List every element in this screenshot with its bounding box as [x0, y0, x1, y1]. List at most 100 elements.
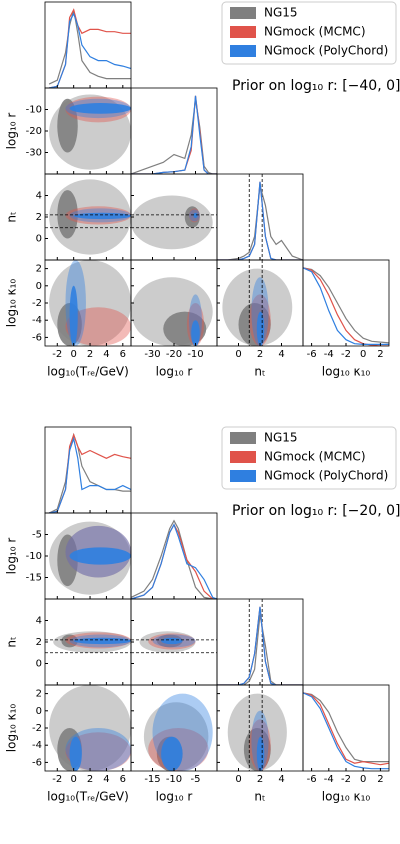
x-tick-label: 2 — [257, 774, 263, 785]
x-tick-label: 6 — [120, 349, 126, 360]
x-tick-label: -20 — [166, 349, 182, 360]
marginal-curve — [303, 692, 389, 770]
x-tick-label: 0 — [235, 774, 241, 785]
y-tick-label: -2 — [32, 298, 42, 309]
marginal-curve — [217, 181, 303, 260]
x-tick-label: 4 — [278, 349, 284, 360]
x-axis-label: nₜ — [254, 790, 265, 804]
marginal-curve — [303, 267, 389, 344]
contour — [193, 212, 198, 219]
legend-swatch — [230, 26, 256, 38]
x-axis-label: log₁₀ r — [156, 365, 193, 379]
x-tick-label: -5 — [191, 774, 201, 785]
marginal-curve — [131, 99, 217, 174]
x-tick-label: -2 — [52, 349, 62, 360]
marginal-curve — [48, 9, 131, 85]
y-tick-label: 2 — [36, 637, 42, 648]
x-tick-label: -4 — [324, 774, 334, 785]
x-tick-label: -10 — [187, 349, 203, 360]
contour — [57, 98, 78, 153]
contour — [161, 637, 183, 645]
marginal-curve — [131, 523, 217, 599]
y-tick-label: -10 — [26, 105, 42, 116]
x-tick-label: -2 — [341, 349, 351, 360]
panel-frame — [44, 1, 132, 89]
x-tick-label: 4 — [103, 774, 109, 785]
marginal-curve — [217, 185, 303, 260]
x-tick-label: 4 — [278, 774, 284, 785]
y-tick-label: -30 — [26, 148, 42, 159]
marginal-curve — [217, 606, 303, 685]
marginal-curve — [131, 519, 217, 599]
y-tick-label: 0 — [36, 234, 42, 245]
contour — [256, 311, 265, 346]
legend-swatch — [230, 7, 256, 19]
y-tick-label: -20 — [26, 126, 42, 137]
marginal-curve — [131, 523, 217, 599]
legend-label: NG15 — [264, 431, 298, 445]
contour — [65, 307, 131, 346]
legend-label: NG15 — [264, 6, 298, 20]
y-axis-label: nₜ — [5, 211, 19, 222]
x-tick-label: -2 — [52, 774, 62, 785]
contour — [191, 320, 200, 346]
legend: NG15 NGmock (MCMC) NGmock (PolyChord) — [221, 426, 397, 490]
marginal-curve — [131, 95, 217, 174]
y-tick-label: -15 — [26, 573, 42, 584]
y-tick-label: 2 — [36, 689, 42, 700]
y-tick-label: -6 — [32, 757, 42, 768]
y-tick-label: 4 — [36, 191, 42, 202]
contour — [69, 547, 131, 565]
x-axis-label: nₜ — [254, 365, 265, 379]
contour — [65, 732, 131, 771]
x-tick-label: 2 — [257, 349, 263, 360]
y-tick-label: 2 — [36, 212, 42, 223]
legend-frame — [221, 426, 397, 490]
y-tick-label: -4 — [32, 740, 42, 751]
x-tick-label: 4 — [103, 349, 109, 360]
marginal-curve — [217, 181, 303, 260]
contour — [73, 212, 131, 220]
contour — [256, 736, 265, 771]
y-tick-label: -10 — [26, 551, 42, 562]
contour — [131, 195, 213, 250]
marginal-curve — [217, 614, 303, 685]
legend-label: NGmock (MCMC) — [264, 450, 366, 464]
x-tick-label: 0 — [70, 774, 76, 785]
marginal-curve — [303, 692, 389, 766]
contour — [69, 736, 82, 771]
legend-swatch — [230, 451, 256, 463]
x-tick-label: -10 — [166, 774, 182, 785]
x-tick-label: 2 — [87, 774, 93, 785]
x-tick-label: -30 — [144, 349, 160, 360]
legend-swatch — [230, 470, 256, 482]
legend-swatch — [230, 432, 256, 444]
contour — [69, 285, 78, 346]
x-axis-label: log₁₀ κ₁₀ — [322, 790, 371, 804]
panel-frame — [44, 426, 132, 514]
x-tick-label: 6 — [120, 774, 126, 785]
contour — [61, 634, 78, 648]
legend-label: NGmock (PolyChord) — [264, 469, 388, 483]
x-tick-label: 2 — [377, 774, 383, 785]
contour — [57, 190, 78, 239]
x-tick-label: 2 — [377, 349, 383, 360]
contour — [184, 206, 200, 228]
x-axis-label: log₁₀(Tᵣₑ/GeV) — [47, 365, 129, 379]
y-axis-label: log₁₀ r — [5, 113, 19, 150]
x-tick-label: 0 — [70, 349, 76, 360]
marginal-curve — [303, 267, 389, 345]
x-tick-label: 0 — [360, 774, 366, 785]
x-tick-label: -6 — [307, 349, 317, 360]
y-axis-label: log₁₀ r — [5, 538, 19, 575]
x-tick-label: 0 — [360, 349, 366, 360]
legend-frame — [221, 1, 397, 65]
marginal-curve — [48, 436, 131, 513]
x-axis-label: log₁₀ κ₁₀ — [322, 365, 371, 379]
legend-label: NGmock (MCMC) — [264, 25, 366, 39]
y-tick-label: -4 — [32, 315, 42, 326]
contour — [161, 736, 183, 771]
contour — [73, 637, 131, 645]
